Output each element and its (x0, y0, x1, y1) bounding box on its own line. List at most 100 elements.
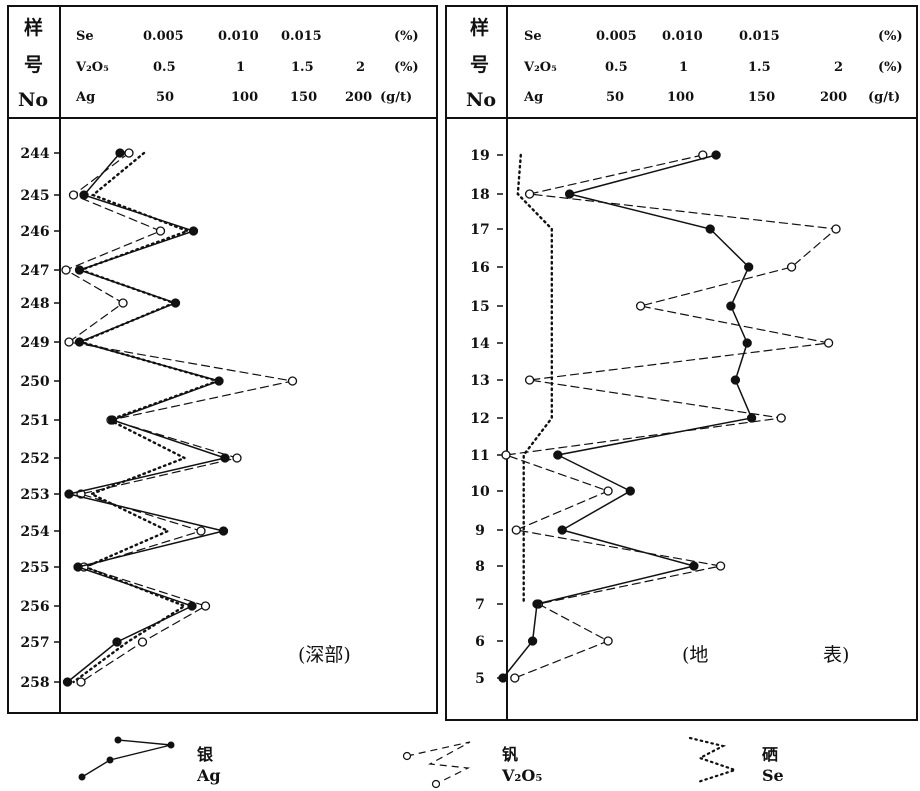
right-ag-point (711, 150, 721, 160)
right-v2o5-point (524, 189, 535, 199)
right-v2o5-point (635, 301, 646, 311)
right-ag-tick-3: 150 (748, 90, 775, 105)
right-sample-tick-label: 14 (470, 336, 490, 352)
left-ag-point (74, 265, 85, 275)
right-ag-point (553, 450, 563, 460)
left-v2o5-point (61, 265, 71, 275)
right-ag-tick-2: 100 (667, 90, 694, 105)
left-ag-point (187, 601, 197, 611)
right-sample-tick-label: 7 (475, 597, 485, 613)
legend-v-line (406, 741, 471, 785)
left-v2o5-point (76, 677, 86, 687)
right-ag-point (744, 262, 754, 272)
right-sample-label-2: 号 (470, 54, 489, 76)
left-se-tick-2: 0.010 (218, 29, 259, 44)
right-panel-label-right: 表) (823, 644, 849, 666)
right-ag-point (527, 636, 538, 646)
legend-ag-sub: Ag (196, 766, 221, 785)
right-sample-tick-label: 12 (470, 411, 489, 427)
right-ag-point (564, 189, 575, 199)
right-ag-point (532, 599, 542, 609)
right-sample-tick-label: 11 (470, 448, 489, 464)
right-panel: 样 号 No Se 0.005 0.010 0.015 (%) V₂O₅ 0.5… (445, 5, 918, 721)
left-v-tick-2: 1 (236, 60, 245, 75)
left-sample-tick-label: 251 (20, 413, 49, 429)
left-panel-frame (7, 5, 438, 714)
right-v2o5-point (603, 486, 613, 496)
left-sample-tick-label: 258 (20, 675, 49, 691)
left-se-element: Se (76, 29, 94, 44)
right-se-element: Se (524, 29, 542, 44)
left-sample-label-2: 号 (24, 54, 43, 76)
legend-v-name: 钒 (502, 745, 518, 764)
left-v2o5-point (232, 453, 242, 463)
right-v2o5-point (524, 375, 535, 385)
left-ag-line (66, 152, 228, 683)
right-se-line (516, 153, 553, 606)
legend-ag-marker (106, 756, 114, 764)
left-sample-tick-label: 253 (20, 487, 49, 503)
legend-ag: 银 Ag (78, 736, 221, 785)
right-ag-point (625, 486, 635, 496)
left-v2o5-point (64, 337, 74, 347)
left-ag-point (170, 298, 181, 308)
right-sample-tick-label: 10 (470, 484, 490, 500)
right-sample-tick-label: 6 (475, 634, 485, 650)
right-v2o5-point (511, 525, 521, 535)
left-ag-point (188, 226, 199, 236)
left-sample-label-3: No (18, 89, 48, 111)
left-se-tick-3: 0.015 (281, 29, 322, 44)
left-v-element: V₂O₅ (75, 60, 109, 75)
right-ag-point (730, 375, 741, 385)
left-v2o5-point (287, 376, 298, 386)
left-sample-tick-label: 248 (20, 296, 49, 312)
left-se-unit: (%) (394, 29, 419, 44)
right-v-unit: (%) (878, 60, 903, 75)
left-ag-point (107, 415, 118, 425)
right-ag-point (689, 561, 699, 571)
left-sample-tick-label: 254 (20, 524, 49, 540)
left-v2o5-point (200, 601, 211, 611)
left-sample-label-1: 样 (24, 16, 43, 39)
right-ag-unit: (g/t) (868, 90, 900, 105)
left-ag-unit: (g/t) (380, 90, 412, 105)
left-v2o5-point (68, 190, 79, 200)
right-sample-tick-label: 9 (475, 523, 485, 539)
right-panel-frame (445, 5, 918, 721)
left-ag-element: Ag (75, 90, 95, 105)
right-v-tick-1: 0.5 (605, 60, 628, 75)
left-ag-point (74, 337, 85, 347)
legend-se-sub: Se (762, 766, 784, 785)
right-v2o5-point (823, 338, 834, 348)
left-tick-group: 244 245 246 247 248 249 250 251 252 253 254 255 256 2… (20, 146, 60, 691)
right-ag-point (498, 673, 508, 683)
legend-se-line (688, 736, 739, 784)
left-sample-tick-label: 246 (20, 224, 49, 240)
right-v2o5-point (786, 262, 797, 272)
left-sample-tick-label: 255 (20, 560, 49, 576)
legend-v-marker (431, 779, 441, 789)
left-v2o5-point (124, 148, 134, 158)
left-ag-tick-4: 200 (345, 90, 372, 105)
right-sample-tick-label: 13 (470, 373, 489, 389)
right-sample-tick-label: 15 (470, 299, 489, 315)
right-ag-point (742, 338, 752, 348)
left-ag-point (62, 677, 73, 687)
legend-ag-line (81, 739, 172, 778)
legend-v-marker (402, 751, 412, 761)
left-ag-point (214, 376, 224, 386)
right-v2o5-point (501, 450, 511, 460)
right-panel-label-left: (地 (682, 644, 708, 666)
right-sample-tick-label: 16 (470, 260, 489, 276)
left-v-unit: (%) (394, 60, 419, 75)
legend-v-sub: V₂O₅ (501, 766, 542, 785)
left-ag-tick-2: 100 (231, 90, 258, 105)
right-se-tick-1: 0.005 (596, 29, 637, 44)
left-v-tick-1: 0.5 (153, 60, 176, 75)
right-sample-label-1: 样 (470, 16, 489, 39)
legend-ag-marker (167, 741, 175, 749)
right-v2o5-point (510, 673, 520, 683)
right-se-tick-2: 0.010 (662, 29, 703, 44)
left-sample-tick-label: 256 (20, 599, 49, 615)
